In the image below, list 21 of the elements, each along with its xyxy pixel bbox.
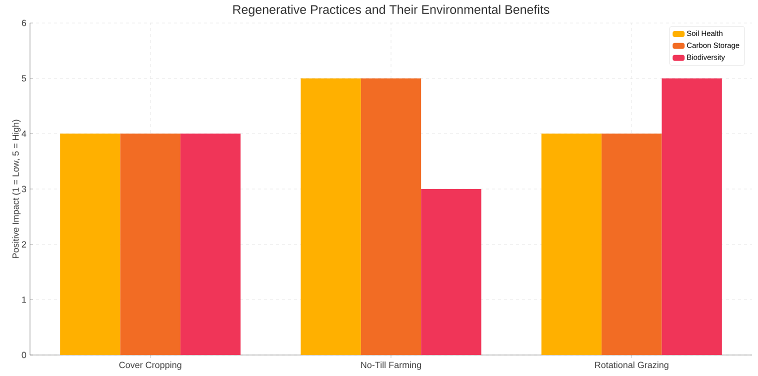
y-tick-label: 1 bbox=[22, 296, 26, 303]
y-tick-label: 5 bbox=[22, 75, 26, 82]
chart-title: Regenerative Practices and Their Environmental Benefits bbox=[233, 4, 550, 16]
bar bbox=[360, 78, 422, 355]
bar bbox=[300, 78, 361, 355]
bar bbox=[60, 134, 120, 355]
y-axis-title: Positive Impact (1 = Low, 5 = High) bbox=[12, 120, 21, 258]
x-tick-label: Cover Cropping bbox=[119, 362, 182, 370]
bar bbox=[421, 189, 482, 355]
y-tick-label: 3 bbox=[22, 186, 26, 192]
y-tick-label: 0 bbox=[22, 352, 26, 358]
bar bbox=[180, 134, 241, 355]
y-tick-label: 2 bbox=[22, 241, 26, 248]
y-tick-label: 6 bbox=[22, 20, 26, 26]
y-tick-label: 4 bbox=[22, 130, 26, 137]
bar bbox=[120, 134, 180, 355]
bar bbox=[541, 134, 602, 355]
x-tick-label: No-Till Farming bbox=[361, 362, 421, 370]
bar bbox=[602, 134, 662, 355]
x-tick-label: Rotational Grazing bbox=[595, 362, 668, 370]
bar bbox=[662, 78, 722, 355]
